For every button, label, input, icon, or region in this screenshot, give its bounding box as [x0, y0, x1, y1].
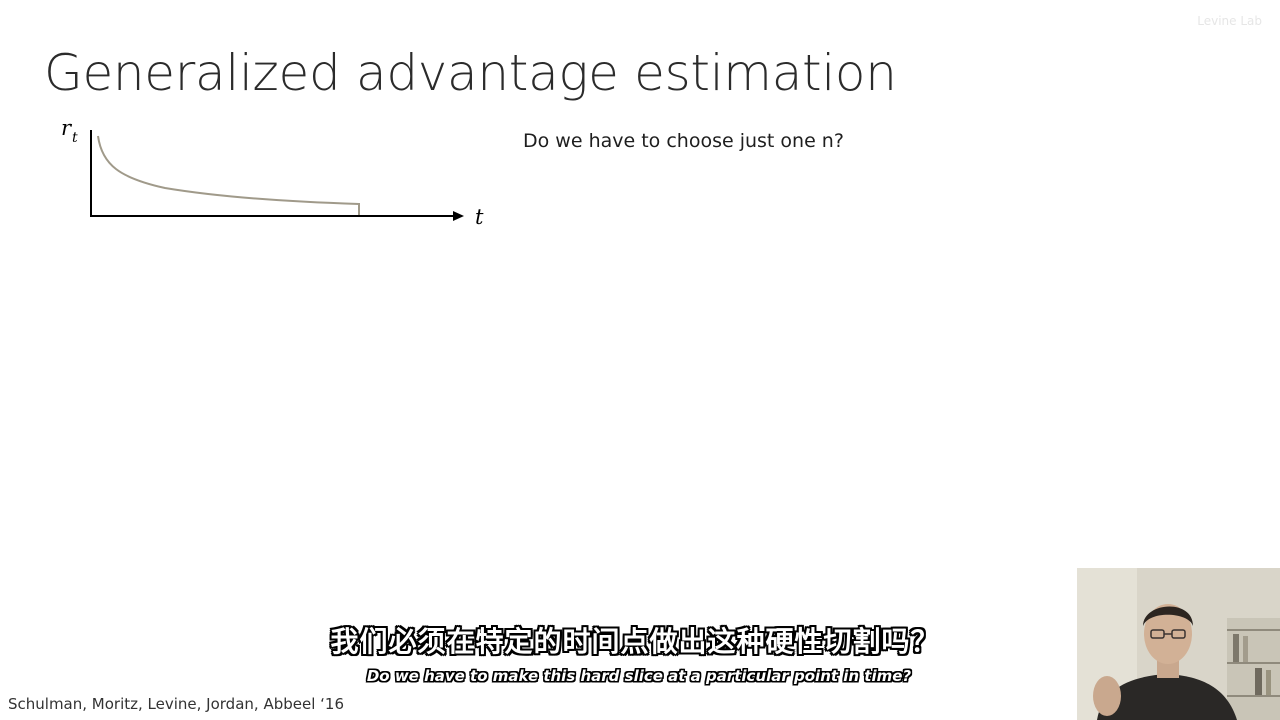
reward-plot-svg: r t t	[61, 116, 484, 229]
watermark: Levine Lab	[1197, 14, 1262, 28]
question-text: Do we have to choose just one n?	[523, 130, 844, 152]
webcam-video	[1077, 568, 1280, 720]
reward-plot: r t t	[55, 110, 495, 235]
y-axis-label: r	[61, 116, 73, 140]
x-axis-label: t	[475, 205, 484, 229]
x-axis-arrow-icon	[453, 211, 464, 221]
subtitle-english: Do we have to make this hard slice at a …	[366, 667, 912, 685]
citation: Schulman, Moritz, Levine, Jordan, Abbeel…	[8, 695, 344, 713]
subtitle-chinese: 我们必须在特定的时间点做出这种硬性切割吗？	[330, 625, 940, 658]
presenter-image	[1077, 568, 1280, 720]
slide-title: Generalized advantage estimation	[44, 44, 897, 102]
reward-curve	[97, 135, 360, 216]
y-axis-subscript: t	[72, 130, 78, 146]
